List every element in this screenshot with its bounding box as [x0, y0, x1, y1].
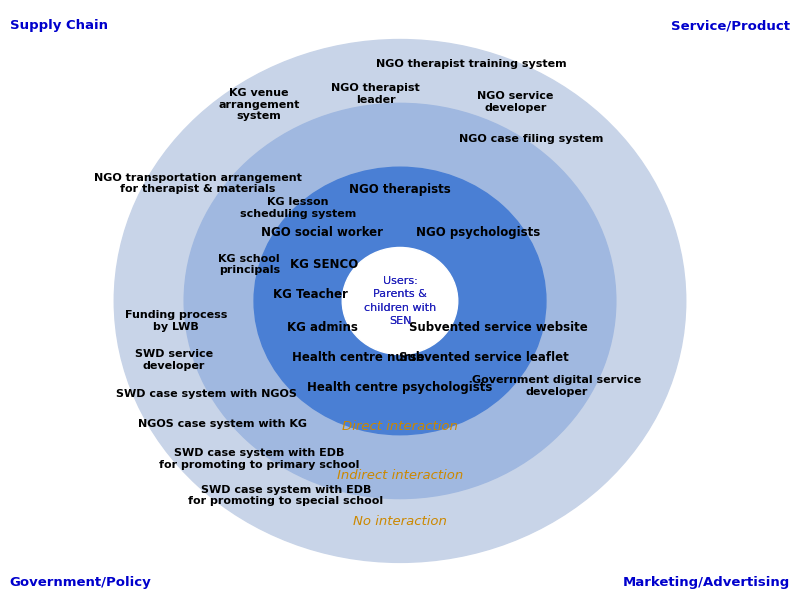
Text: NGO psychologists: NGO psychologists: [416, 226, 540, 239]
Text: Marketing/Advertising: Marketing/Advertising: [623, 576, 790, 589]
Text: Supply Chain: Supply Chain: [10, 19, 107, 32]
Ellipse shape: [254, 167, 546, 435]
Text: KG SENCO: KG SENCO: [290, 258, 358, 271]
Text: NGO case filing system: NGO case filing system: [458, 134, 603, 143]
Text: Government digital service
developer: Government digital service developer: [472, 375, 642, 397]
Text: Direct interaction: Direct interaction: [342, 420, 458, 434]
Text: Parents &: Parents &: [373, 289, 427, 299]
Ellipse shape: [114, 40, 686, 562]
Text: Parents &: Parents &: [373, 289, 427, 299]
Text: KG lesson
scheduling system: KG lesson scheduling system: [240, 197, 356, 219]
Text: Government/Policy: Government/Policy: [10, 576, 151, 589]
Text: NGO therapists: NGO therapists: [349, 183, 451, 196]
Text: KG venue
arrangement
system: KG venue arrangement system: [218, 88, 300, 121]
Text: Users:: Users:: [382, 276, 418, 286]
Text: NGO social worker: NGO social worker: [261, 226, 383, 239]
Text: Health centre psychologists: Health centre psychologists: [307, 381, 493, 395]
Text: SWD case system with EDB
for promoting to special school: SWD case system with EDB for promoting t…: [188, 485, 383, 506]
Text: Funding process
by LWB: Funding process by LWB: [125, 310, 227, 332]
Text: KG admins: KG admins: [286, 320, 358, 334]
Text: No interaction: No interaction: [353, 514, 447, 528]
Text: NGO therapist
leader: NGO therapist leader: [331, 83, 420, 105]
Text: KG Teacher: KG Teacher: [273, 288, 348, 302]
Text: NGOS case system with KG: NGOS case system with KG: [138, 420, 307, 429]
Text: SEN: SEN: [389, 316, 411, 326]
Text: Service/Product: Service/Product: [671, 19, 790, 32]
Ellipse shape: [342, 247, 458, 354]
Text: Health centre nurse: Health centre nurse: [293, 351, 425, 364]
Text: children with: children with: [364, 303, 436, 313]
Text: SWD case system with EDB
for promoting to primary school: SWD case system with EDB for promoting t…: [158, 448, 359, 470]
Text: SWD service
developer: SWD service developer: [134, 349, 213, 371]
Text: Subvented service leaflet: Subvented service leaflet: [399, 351, 569, 364]
Text: Indirect interaction: Indirect interaction: [337, 469, 463, 482]
Text: NGO transportation arrangement
for therapist & materials: NGO transportation arrangement for thera…: [94, 173, 302, 195]
Text: NGO therapist training system: NGO therapist training system: [377, 59, 567, 69]
Ellipse shape: [184, 103, 616, 499]
Text: KG school
principals: KG school principals: [218, 254, 280, 275]
Text: SEN: SEN: [389, 316, 411, 326]
Text: children with: children with: [364, 303, 436, 313]
Text: Users:: Users:: [382, 276, 418, 286]
Text: NGO service
developer: NGO service developer: [478, 91, 554, 113]
Text: Subvented service website: Subvented service website: [409, 320, 588, 334]
Text: SWD case system with NGOS: SWD case system with NGOS: [116, 389, 297, 399]
